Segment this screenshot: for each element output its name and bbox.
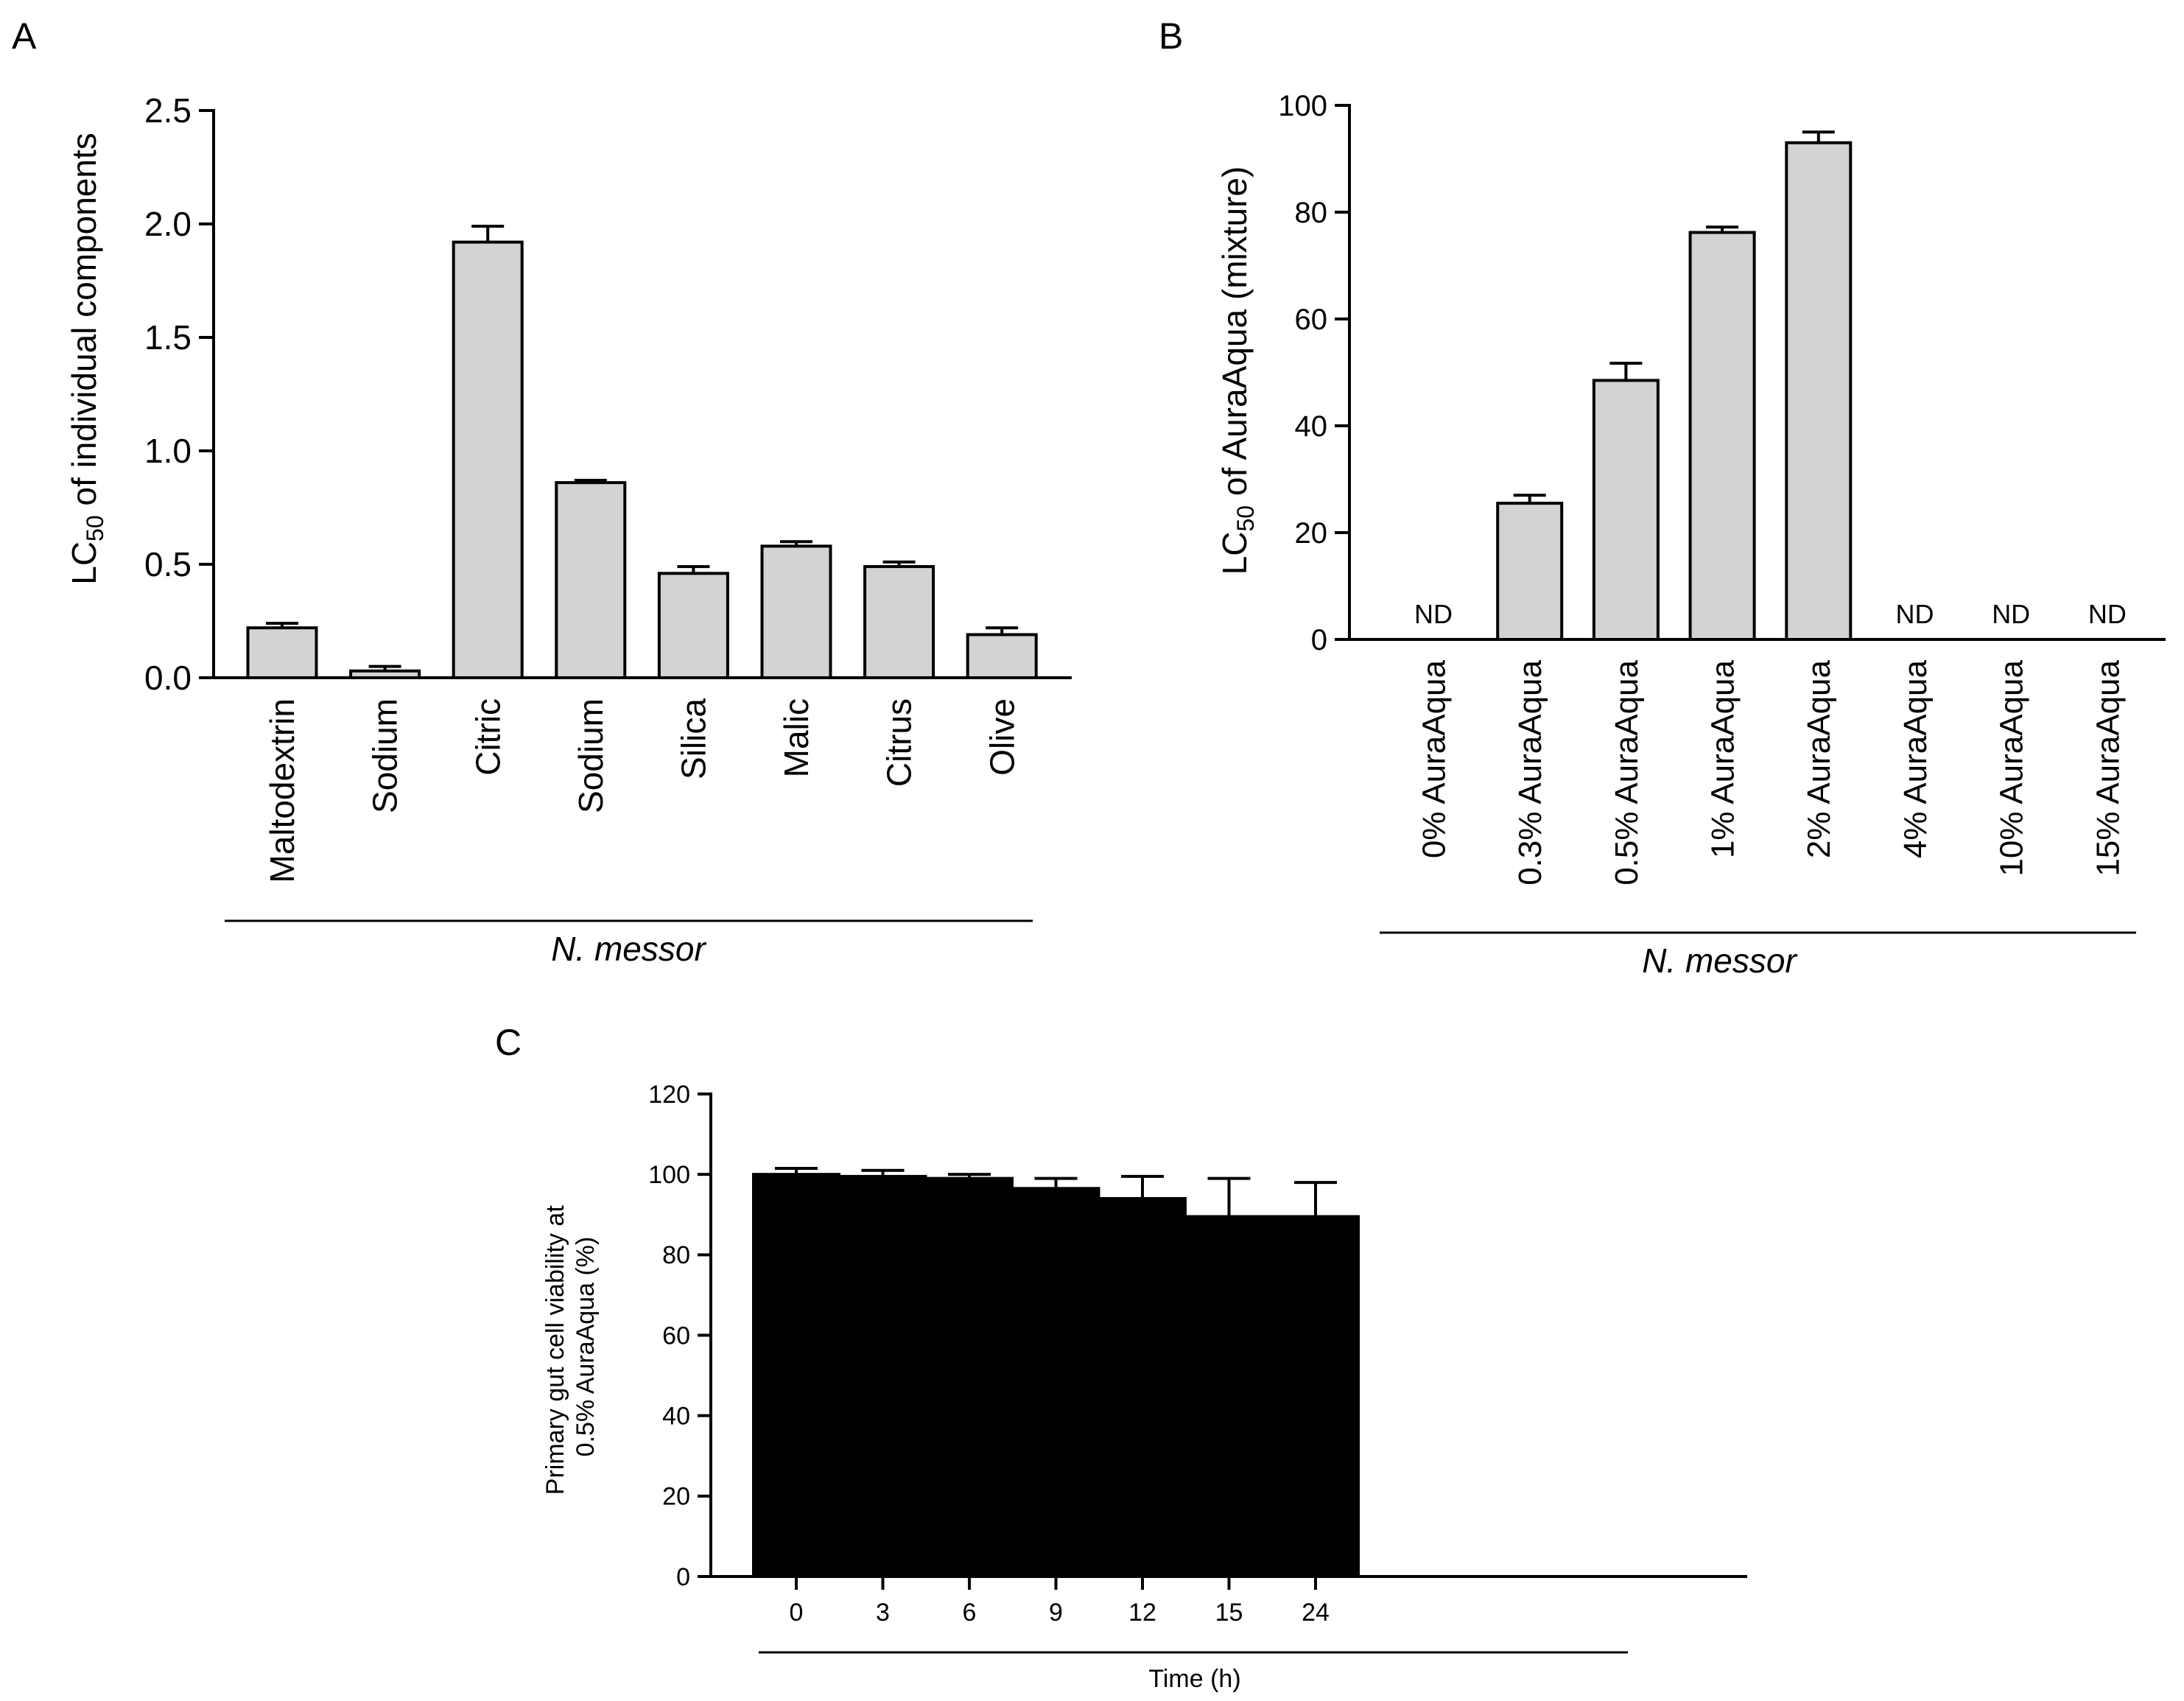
panel-c-bar xyxy=(1271,1215,1360,1578)
panel-b-y-label-rest: of AuraAqua (mixture) xyxy=(1215,166,1254,505)
panel-b-category-label: 2% AuraAqua xyxy=(1801,659,1837,858)
panel-c-bar xyxy=(752,1173,840,1578)
panel-a-bar xyxy=(863,565,935,680)
panel-b-y-tick-label: 20 xyxy=(1295,517,1328,550)
panel-c-y-label-line1: Primary gut cell viability at xyxy=(541,1205,569,1495)
panel-a-bar xyxy=(555,481,627,679)
panel-b-bar xyxy=(1496,502,1564,641)
panel-b-category-label: 0.3% AuraAqua xyxy=(1512,659,1548,885)
panel-a-chart: LC50 of individual components N. messor … xyxy=(65,91,1072,968)
panel-c-y-tick-label: 120 xyxy=(648,1081,690,1109)
panel-a-category-label: Citric xyxy=(468,698,507,776)
panel-b-y-tick-label: 100 xyxy=(1278,90,1327,122)
panel-b-value-label: ND xyxy=(1414,599,1453,629)
panel-b-category-label: 0% AuraAqua xyxy=(1416,659,1452,858)
panel-a-y-tick-label: 0.5 xyxy=(144,545,192,583)
panel-b-value-label: ND xyxy=(1992,599,2030,629)
panel-c-y-tick-label: 60 xyxy=(662,1322,690,1350)
panel-c-x-axis-label: Time (h) xyxy=(1148,1665,1240,1693)
panel-b-y-label-main: LC xyxy=(1215,531,1254,575)
panel-a-y-tick-label: 2.5 xyxy=(144,91,192,130)
panel-a-y-tick-label: 0.0 xyxy=(144,659,192,697)
panel-c-y-axis-label: Primary gut cell viability at 0.5% AuraA… xyxy=(541,1199,600,1495)
panel-b-category-label: 10% AuraAqua xyxy=(1994,659,2030,876)
panel-c-category-label: 24 xyxy=(1302,1599,1330,1627)
panel-a-bar xyxy=(966,633,1038,679)
panel-label-a: A xyxy=(12,15,37,57)
panel-c-category-label: 15 xyxy=(1215,1599,1243,1627)
panel-label-b: B xyxy=(1159,15,1183,57)
panel-a-bar xyxy=(349,669,421,680)
panel-b-bar xyxy=(1785,141,1853,641)
panel-b-y-label-sub: 50 xyxy=(1232,505,1259,532)
panel-a-y-axis-label: LC50 of individual components xyxy=(65,133,108,585)
panel-c-y-tick-label: 40 xyxy=(662,1403,690,1431)
panel-b-category-label: 15% AuraAqua xyxy=(2090,659,2126,876)
panel-a-category-label: Sodium xyxy=(366,698,404,813)
panel-b-category-label: 0.5% AuraAqua xyxy=(1609,659,1645,885)
panel-c-bar xyxy=(925,1176,1014,1578)
panel-c-bar xyxy=(1184,1215,1274,1578)
panel-b-value-label: ND xyxy=(1896,599,1934,629)
panel-a-y-label-rest: of individual components xyxy=(65,133,103,515)
panel-a-bar xyxy=(246,626,318,679)
panel-a-category-label: Olive xyxy=(983,698,1021,776)
panel-a-bar xyxy=(657,572,729,679)
panel-c-bar xyxy=(1011,1187,1100,1579)
panel-c-bar xyxy=(838,1174,927,1579)
panel-a-bar xyxy=(760,544,832,679)
panel-a-y-tick-label: 1.5 xyxy=(144,318,192,357)
panel-a-category-label: Maltodextrin xyxy=(263,698,301,883)
panel-a-y-label-main: LC xyxy=(65,541,103,585)
panel-b-chart: LC50 of AuraAqua (mixture) N. messor 0 20… xyxy=(1215,90,2166,980)
panel-a-group-label: N. messor xyxy=(551,930,706,968)
panel-b-value-label: ND xyxy=(2088,599,2127,629)
panel-a-category-label: Sodium xyxy=(572,698,610,813)
panel-c-bar xyxy=(1098,1196,1187,1578)
panel-label-c: C xyxy=(495,1022,522,1063)
panel-b-group-label: N. messor xyxy=(1642,941,1797,980)
panel-a-y-tick-label: 2.0 xyxy=(144,205,192,243)
panel-c-y-tick-label: 0 xyxy=(676,1563,690,1591)
panel-c-category-label: 3 xyxy=(876,1599,890,1627)
panel-b-y-axis-label: LC50 of AuraAqua (mixture) xyxy=(1215,166,1259,575)
panel-c-y-tick-label: 100 xyxy=(648,1161,690,1189)
panel-c-chart: Primary gut cell viability at 0.5% AuraA… xyxy=(541,1081,1747,1693)
panel-b-category-label: 4% AuraAqua xyxy=(1897,659,1934,858)
panel-b-y-tick-label: 0 xyxy=(1311,624,1327,656)
panel-a-bar xyxy=(452,240,524,679)
panel-c-y-label-line2: 0.5% AuraAqua (%) xyxy=(572,1237,600,1457)
panel-b-bar xyxy=(1592,379,1660,641)
panel-c-y-tick-label: 20 xyxy=(662,1483,690,1511)
panel-b-y-tick-label: 80 xyxy=(1295,197,1328,229)
panel-b-category-label: 1% AuraAqua xyxy=(1705,659,1741,858)
panel-c-category-label: 6 xyxy=(963,1599,977,1627)
panel-c-category-label: 12 xyxy=(1128,1599,1156,1627)
panel-a-category-label: Silica xyxy=(675,698,713,779)
panel-c-category-label: 9 xyxy=(1049,1599,1063,1627)
panel-b-y-tick-label: 40 xyxy=(1295,410,1328,443)
panel-b-y-tick-label: 60 xyxy=(1295,304,1328,336)
panel-a-category-label: Malic xyxy=(777,698,815,777)
panel-a-y-label-sub: 50 xyxy=(82,515,108,541)
panel-a-category-label: Citrus xyxy=(880,698,919,787)
panel-a-y-tick-label: 1.0 xyxy=(144,432,192,470)
panel-b-bar xyxy=(1688,231,1756,641)
panel-c-y-tick-label: 80 xyxy=(662,1241,690,1269)
panel-c-category-label: 0 xyxy=(790,1599,804,1627)
